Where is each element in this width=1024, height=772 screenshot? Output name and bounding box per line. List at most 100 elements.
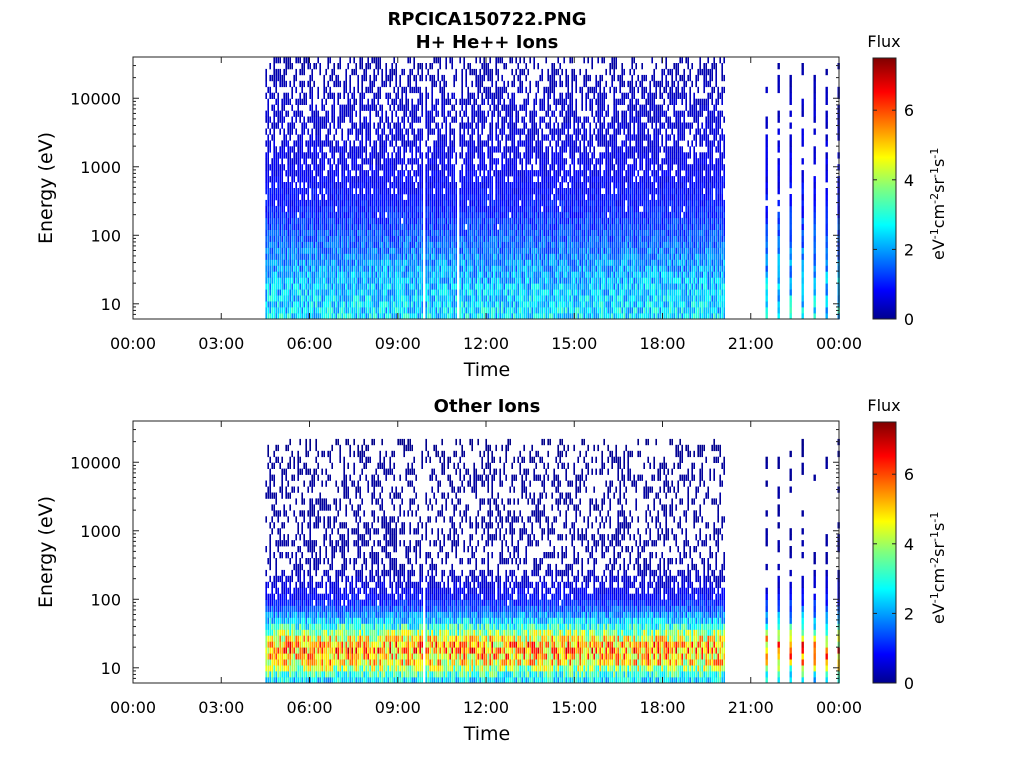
heatmap-cell bbox=[323, 259, 325, 266]
heatmap-cell bbox=[435, 176, 437, 183]
heatmap-cell bbox=[359, 164, 361, 171]
heatmap-cell bbox=[311, 152, 313, 159]
heatmap-cell bbox=[297, 241, 299, 248]
heatmap-cell bbox=[275, 223, 277, 230]
heatmap-cell bbox=[431, 74, 433, 82]
heatmap-cell bbox=[361, 134, 363, 141]
heatmap-cell bbox=[307, 128, 309, 135]
heatmap-cell bbox=[271, 283, 273, 290]
heatmap-cell bbox=[391, 164, 393, 171]
heatmap-cell bbox=[335, 259, 337, 266]
heatmap-cell bbox=[317, 307, 319, 314]
heatmap-cell bbox=[483, 152, 485, 159]
heatmap-cell bbox=[533, 211, 535, 219]
heatmap-cell bbox=[329, 176, 331, 183]
heatmap-cell bbox=[273, 313, 275, 320]
heatmap-cell bbox=[279, 217, 281, 225]
heatmap-cell bbox=[375, 188, 377, 195]
heatmap-cell bbox=[461, 92, 463, 99]
heatmap-cell bbox=[545, 265, 547, 272]
heatmap-cell bbox=[315, 146, 317, 153]
heatmap-cell bbox=[533, 205, 535, 213]
heatmap-cell bbox=[549, 217, 551, 225]
heatmap-cell bbox=[363, 235, 365, 242]
heatmap-cell bbox=[543, 241, 545, 248]
heatmap-cell bbox=[359, 247, 361, 254]
heatmap-cell bbox=[369, 86, 371, 94]
heatmap-cell bbox=[525, 194, 527, 201]
heatmap-cell bbox=[443, 241, 445, 248]
heatmap-cell bbox=[503, 182, 505, 189]
heatmap-cell bbox=[385, 116, 387, 123]
heatmap-cell bbox=[525, 199, 527, 207]
heatmap-cell bbox=[391, 199, 393, 207]
heatmap-cell bbox=[307, 170, 309, 177]
heatmap-cell bbox=[433, 295, 435, 302]
heatmap-cell bbox=[383, 289, 385, 296]
heatmap-cell bbox=[449, 301, 451, 308]
heatmap-cell bbox=[505, 229, 507, 236]
heatmap-cell bbox=[463, 241, 465, 248]
heatmap-cell bbox=[357, 164, 359, 171]
heatmap-cell bbox=[329, 229, 331, 236]
heatmap-cell bbox=[537, 217, 539, 225]
heatmap-cell bbox=[345, 110, 347, 117]
heatmap-cell bbox=[341, 110, 343, 117]
heatmap-cell bbox=[527, 271, 529, 278]
heatmap-cell bbox=[371, 241, 373, 248]
heatmap-cell bbox=[543, 188, 545, 195]
heatmap-cell bbox=[527, 140, 529, 147]
heatmap-cell bbox=[329, 164, 331, 171]
heatmap-cell bbox=[467, 122, 469, 129]
heatmap-cell bbox=[431, 235, 433, 242]
heatmap-cell bbox=[495, 247, 497, 254]
heatmap-cell bbox=[325, 241, 327, 248]
heatmap-cell bbox=[393, 146, 395, 153]
heatmap-cell bbox=[343, 170, 345, 177]
heatmap-cell bbox=[471, 277, 473, 284]
heatmap-cell bbox=[331, 271, 333, 278]
heatmap-cell bbox=[475, 253, 477, 260]
heatmap-cell bbox=[389, 158, 391, 165]
heatmap-cell bbox=[307, 301, 309, 308]
heatmap-cell bbox=[317, 247, 319, 254]
heatmap-cell bbox=[551, 289, 553, 296]
heatmap-cell bbox=[331, 92, 333, 99]
heatmap-cell bbox=[357, 271, 359, 278]
heatmap-cell bbox=[275, 158, 277, 165]
heatmap-cell bbox=[267, 104, 269, 111]
heatmap-cell bbox=[527, 289, 529, 296]
heatmap-cell bbox=[493, 170, 495, 177]
heatmap-cell bbox=[287, 313, 289, 320]
heatmap-cell bbox=[449, 283, 451, 290]
heatmap-cell bbox=[279, 152, 281, 159]
heatmap-cell bbox=[289, 194, 291, 201]
heatmap-cell bbox=[359, 152, 361, 159]
heatmap-cell bbox=[549, 199, 551, 207]
heatmap-cell bbox=[357, 235, 359, 242]
heatmap-cell bbox=[521, 253, 523, 260]
heatmap-cell bbox=[353, 194, 355, 201]
heatmap-cell bbox=[389, 92, 391, 99]
heatmap-cell bbox=[507, 182, 509, 189]
heatmap-cell bbox=[421, 182, 423, 189]
heatmap-cell bbox=[283, 134, 285, 141]
heatmap-cell bbox=[399, 283, 401, 290]
heatmap-cell bbox=[505, 170, 507, 177]
heatmap-cell bbox=[439, 140, 441, 147]
heatmap-cell bbox=[545, 176, 547, 183]
heatmap-cell bbox=[445, 265, 447, 272]
heatmap-cell bbox=[431, 241, 433, 248]
heatmap-cell bbox=[447, 289, 449, 296]
heatmap-cell bbox=[521, 188, 523, 195]
heatmap-cell bbox=[417, 217, 419, 225]
heatmap-cell bbox=[393, 194, 395, 201]
heatmap-cell bbox=[541, 152, 543, 159]
heatmap-cell bbox=[321, 235, 323, 242]
heatmap-cell bbox=[427, 283, 429, 290]
heatmap-cell bbox=[479, 164, 481, 171]
heatmap-cell bbox=[429, 247, 431, 254]
heatmap-cell bbox=[481, 92, 483, 99]
heatmap-cell bbox=[443, 283, 445, 290]
heatmap-cell bbox=[413, 110, 415, 117]
